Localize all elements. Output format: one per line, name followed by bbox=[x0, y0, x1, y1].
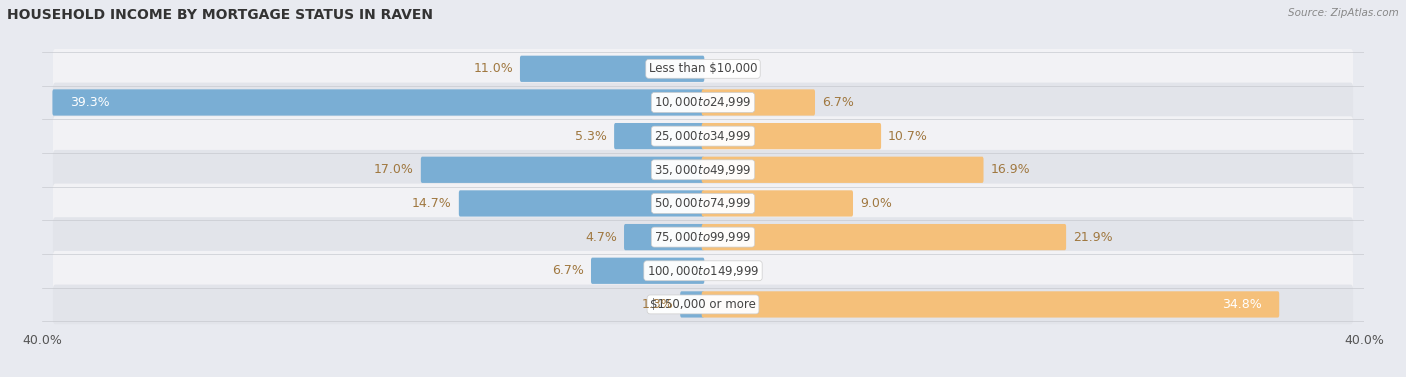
FancyBboxPatch shape bbox=[53, 251, 1353, 291]
Text: $50,000 to $74,999: $50,000 to $74,999 bbox=[654, 196, 752, 210]
FancyBboxPatch shape bbox=[53, 83, 1353, 122]
FancyBboxPatch shape bbox=[53, 217, 1353, 257]
FancyBboxPatch shape bbox=[53, 150, 1353, 190]
FancyBboxPatch shape bbox=[614, 123, 704, 149]
Text: 14.7%: 14.7% bbox=[412, 197, 451, 210]
FancyBboxPatch shape bbox=[702, 157, 984, 183]
Text: Source: ZipAtlas.com: Source: ZipAtlas.com bbox=[1288, 8, 1399, 18]
Text: 10.7%: 10.7% bbox=[889, 130, 928, 143]
Text: 1.3%: 1.3% bbox=[641, 298, 673, 311]
FancyBboxPatch shape bbox=[702, 89, 815, 116]
Text: 9.0%: 9.0% bbox=[860, 197, 891, 210]
Text: 11.0%: 11.0% bbox=[474, 62, 513, 75]
Text: 4.7%: 4.7% bbox=[585, 231, 617, 244]
Text: 21.9%: 21.9% bbox=[1073, 231, 1112, 244]
FancyBboxPatch shape bbox=[53, 116, 1353, 156]
Text: $100,000 to $149,999: $100,000 to $149,999 bbox=[647, 264, 759, 278]
FancyBboxPatch shape bbox=[520, 56, 704, 82]
Text: 6.7%: 6.7% bbox=[823, 96, 853, 109]
Text: 34.8%: 34.8% bbox=[1222, 298, 1261, 311]
FancyBboxPatch shape bbox=[420, 157, 704, 183]
FancyBboxPatch shape bbox=[702, 190, 853, 216]
Text: 39.3%: 39.3% bbox=[70, 96, 110, 109]
FancyBboxPatch shape bbox=[458, 190, 704, 216]
FancyBboxPatch shape bbox=[624, 224, 704, 250]
Text: $150,000 or more: $150,000 or more bbox=[650, 298, 756, 311]
Text: 5.3%: 5.3% bbox=[575, 130, 607, 143]
FancyBboxPatch shape bbox=[591, 257, 704, 284]
FancyBboxPatch shape bbox=[702, 224, 1066, 250]
Text: $25,000 to $34,999: $25,000 to $34,999 bbox=[654, 129, 752, 143]
FancyBboxPatch shape bbox=[53, 184, 1353, 223]
Text: 16.9%: 16.9% bbox=[990, 163, 1031, 176]
FancyBboxPatch shape bbox=[681, 291, 704, 317]
Text: $75,000 to $99,999: $75,000 to $99,999 bbox=[654, 230, 752, 244]
FancyBboxPatch shape bbox=[702, 123, 882, 149]
Text: $10,000 to $24,999: $10,000 to $24,999 bbox=[654, 95, 752, 109]
Text: 17.0%: 17.0% bbox=[374, 163, 413, 176]
FancyBboxPatch shape bbox=[52, 89, 704, 116]
FancyBboxPatch shape bbox=[702, 291, 1279, 317]
Text: HOUSEHOLD INCOME BY MORTGAGE STATUS IN RAVEN: HOUSEHOLD INCOME BY MORTGAGE STATUS IN R… bbox=[7, 8, 433, 21]
Text: $35,000 to $49,999: $35,000 to $49,999 bbox=[654, 163, 752, 177]
FancyBboxPatch shape bbox=[53, 285, 1353, 324]
FancyBboxPatch shape bbox=[53, 49, 1353, 89]
Text: 6.7%: 6.7% bbox=[553, 264, 583, 277]
Text: Less than $10,000: Less than $10,000 bbox=[648, 62, 758, 75]
